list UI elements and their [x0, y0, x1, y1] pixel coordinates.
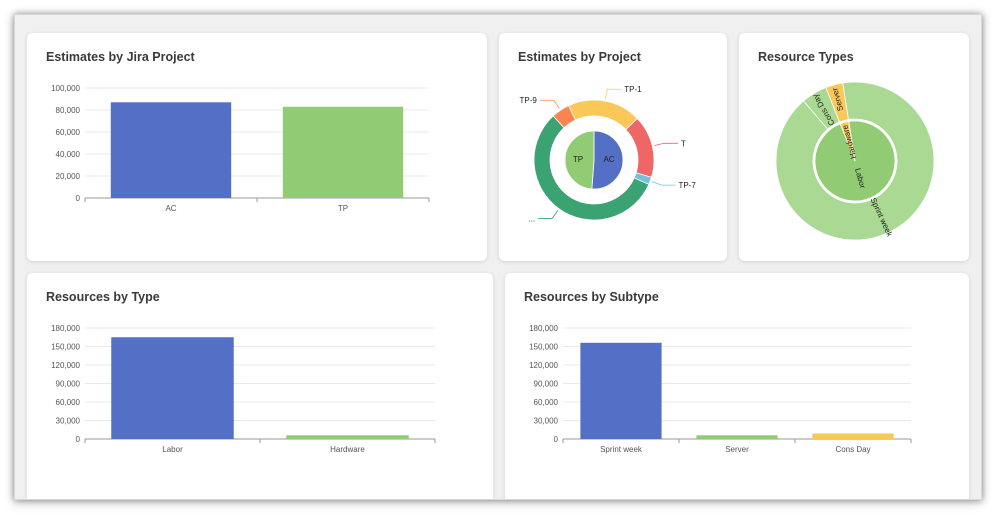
slice-label: ...	[528, 215, 535, 224]
leader-line	[654, 142, 679, 147]
x-tick-label: Server	[725, 445, 749, 454]
slice-T	[625, 117, 655, 178]
slice-label: TP-9	[519, 96, 537, 105]
slice-TP-1	[568, 99, 638, 131]
y-tick-label: 180,000	[529, 324, 558, 333]
y-tick-label: 60,000	[534, 398, 559, 407]
estimates-by-project-card: Estimates by Project AC TP TP-1 T TP-7... TP-…	[499, 33, 727, 261]
y-tick-label: 30,000	[534, 417, 559, 426]
dashboard-frame: Estimates by Jira Project 0 20,000 40,000 6…	[14, 14, 982, 500]
bar-server	[696, 435, 778, 439]
y-tick-label: 120,000	[529, 361, 558, 370]
estimates-by-jira-project-card: Estimates by Jira Project 0 20,000 40,000 6…	[27, 33, 487, 261]
estimates-by-jira-project-chart: 0 20,000 40,000 60,000 80,000 100,000 AC TP	[51, 84, 430, 213]
slice-sprint-week	[775, 81, 935, 241]
y-tick-label: 20,000	[56, 172, 81, 181]
y-tick-label: 80,000	[56, 106, 81, 115]
y-tick-label: 40,000	[56, 150, 81, 159]
slice-server	[825, 82, 849, 123]
y-tick-label: 60,000	[56, 128, 81, 137]
x-tick-label: TP	[338, 204, 348, 213]
x-tick-label: AC	[165, 204, 176, 213]
resources-by-subtype-chart: 0 30,000 60,000 90,000 120,000 150,000 180,000…	[529, 324, 912, 454]
slice-label: TP	[573, 155, 583, 164]
slice-label: AC	[603, 155, 614, 164]
resources-by-subtype-card: Resources by Subtype 0 30,000 60,000 90,000…	[505, 273, 969, 499]
y-tick-label: 90,000	[56, 380, 81, 389]
resources-by-type-card: Resources by Type 0 30,000 60,000 90,000 120…	[27, 273, 493, 499]
leader-line	[651, 181, 676, 186]
card-title: Resource Types	[758, 50, 854, 64]
y-tick-label: 0	[76, 435, 81, 444]
y-tick-label: 150,000	[529, 343, 558, 352]
bar-labor	[111, 337, 234, 439]
bar-tp	[282, 106, 404, 198]
card-title: Resources by Type	[46, 290, 160, 304]
y-tick-label: 0	[554, 435, 559, 444]
x-tick-label: Labor	[162, 445, 183, 454]
slice-TP	[564, 130, 595, 190]
slice-hardware	[839, 121, 856, 162]
bar-ac	[110, 102, 232, 198]
slice-label: TP-1	[624, 85, 642, 94]
y-tick-label: 30,000	[56, 417, 81, 426]
y-tick-label: 90,000	[534, 380, 559, 389]
slice-label: TP-7	[678, 181, 696, 190]
y-tick-label: 150,000	[51, 343, 80, 352]
slice-AC	[591, 130, 624, 190]
y-tick-label: 120,000	[51, 361, 80, 370]
y-tick-label: 100,000	[51, 84, 80, 93]
card-title: Estimates by Project	[518, 50, 641, 64]
card-title: Resources by Subtype	[524, 290, 659, 304]
resources-by-type-chart: 0 30,000 60,000 90,000 120,000 150,000 180,000…	[51, 324, 436, 454]
y-tick-label: 0	[76, 194, 81, 203]
bar-sprint-week	[580, 342, 662, 439]
bar-hardware	[286, 435, 409, 439]
x-tick-label: Cons Day	[835, 445, 870, 454]
resource-types-card: Resource Types Sprint week Cons Day Server…	[739, 33, 969, 261]
leader-line	[605, 88, 622, 100]
leader-line	[538, 210, 559, 219]
y-tick-label: 180,000	[51, 324, 80, 333]
slice-label: T	[681, 139, 686, 148]
card-title: Estimates by Jira Project	[46, 50, 195, 64]
bar-cons-day	[812, 433, 894, 439]
leader-line	[539, 99, 560, 109]
estimates-by-project-chart: AC TP TP-1 T TP-7... TP-9	[519, 85, 696, 224]
x-tick-label: Sprint week	[600, 445, 643, 454]
x-tick-label: Hardware	[330, 445, 365, 454]
y-tick-label: 60,000	[56, 398, 81, 407]
slice-TP-9	[552, 105, 576, 129]
